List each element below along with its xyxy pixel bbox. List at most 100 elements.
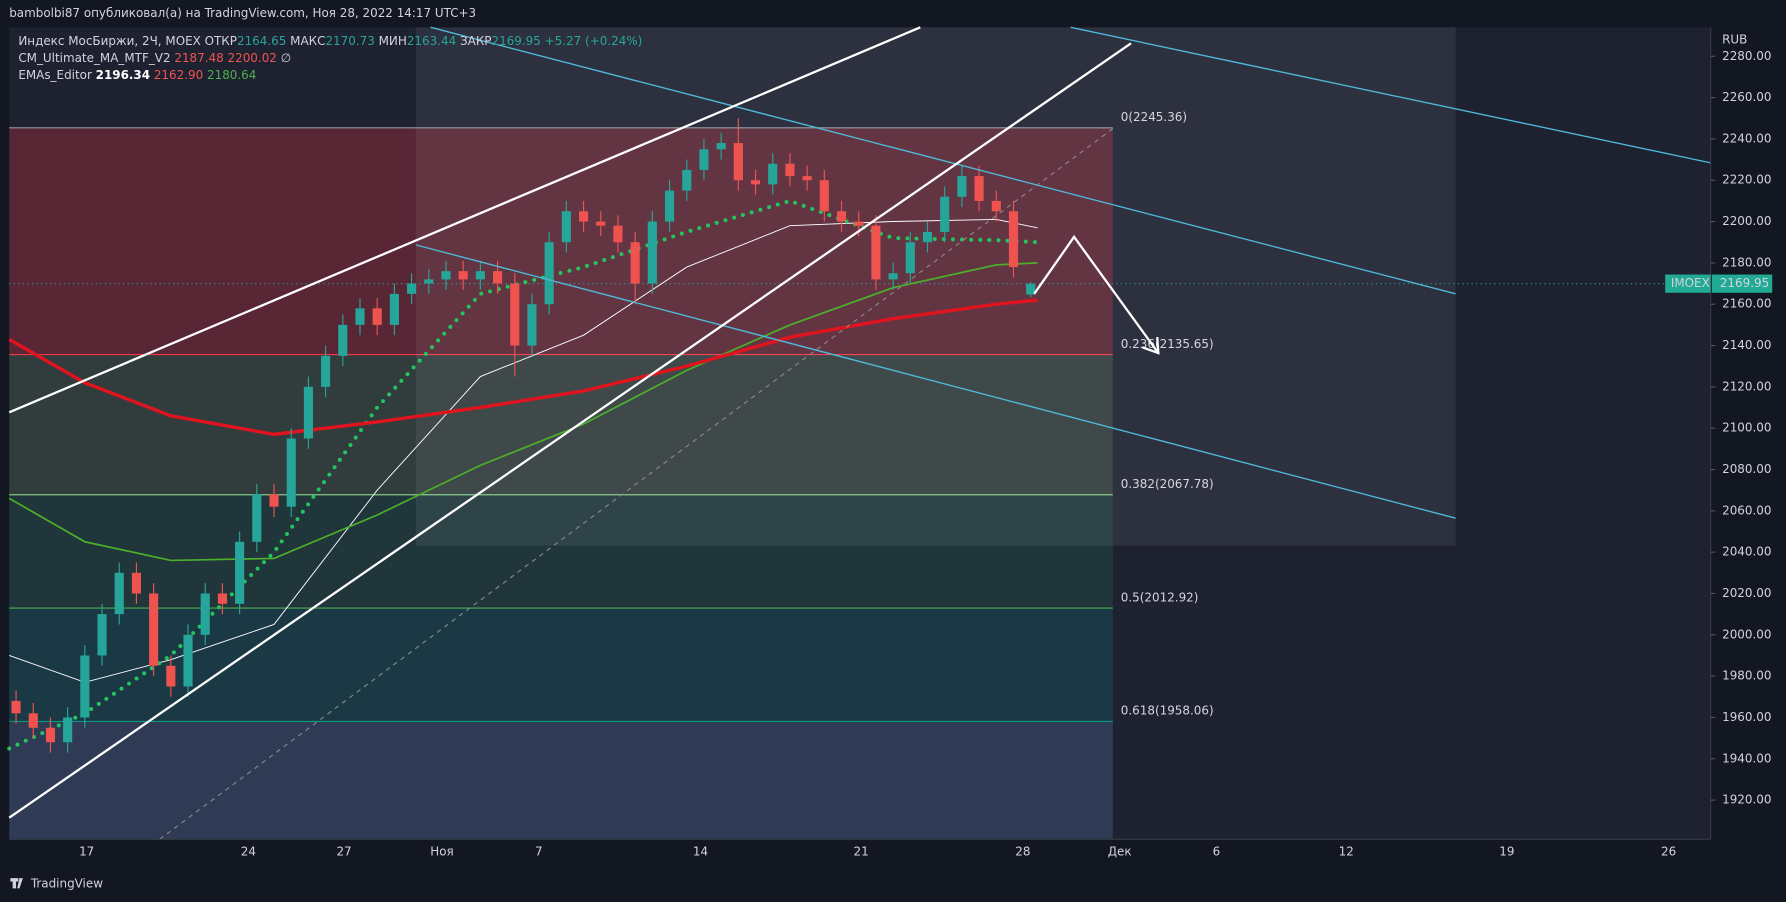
y-tick-label: 1980.00 <box>1722 669 1771 683</box>
x-tick-label: 28 <box>1015 844 1030 858</box>
candle-body <box>664 190 675 222</box>
fib-band <box>9 494 1113 609</box>
fib-band <box>9 721 1113 840</box>
fib-label: 0(2245.36) <box>1121 110 1187 124</box>
ohlc-value: 2164.65 <box>237 34 286 48</box>
candle-body <box>475 271 485 280</box>
candle-body <box>527 304 537 346</box>
candle-body <box>957 176 967 197</box>
x-tick-label: Ноя <box>430 844 453 858</box>
candle-body <box>493 271 503 284</box>
channel-line <box>1070 26 1711 164</box>
legend-main: Индекс МосБиржи, 2Ч, MOEX ОТКР2164.65 МА… <box>18 34 642 48</box>
candle-body <box>630 242 640 284</box>
candle-body <box>802 176 812 181</box>
candle-body <box>647 221 657 284</box>
indicator-value: ∅ <box>281 51 291 65</box>
channel-box <box>415 27 1456 546</box>
y-tick-label: 2260.00 <box>1722 90 1771 104</box>
candle-body <box>28 713 38 728</box>
candle-body <box>166 665 176 687</box>
candle-body <box>819 180 829 212</box>
y-tick-label: 2100.00 <box>1722 421 1771 435</box>
y-tick-label: 2120.00 <box>1722 379 1771 393</box>
candle-body <box>235 541 245 604</box>
candle-body <box>97 614 107 656</box>
fib-band <box>9 608 1113 722</box>
x-tick-label: 14 <box>693 844 708 858</box>
candle-body <box>269 494 279 507</box>
candle-body <box>905 242 915 274</box>
candle-body <box>836 211 847 222</box>
fib-label: 0.382(2067.78) <box>1121 477 1214 491</box>
candle-body <box>613 225 623 243</box>
y-tick-label: 2080.00 <box>1722 462 1771 476</box>
legend-indicator: EMAs_Editor 2196.34 2162.90 2180.64 <box>18 68 256 82</box>
indicator-value: 2196.34 <box>96 68 150 82</box>
candle-body <box>561 211 571 243</box>
candle-body <box>750 180 761 185</box>
candle-body <box>114 572 124 615</box>
x-tick-label: 24 <box>241 844 256 858</box>
candle-body <box>596 221 606 226</box>
candle-body <box>321 355 331 387</box>
x-tick-label: 21 <box>854 844 869 858</box>
x-tick-label: 17 <box>79 844 94 858</box>
x-tick-label: 6 <box>1213 844 1221 858</box>
candle-body <box>131 572 141 594</box>
moving-average <box>8 262 1038 562</box>
candle-body <box>579 211 589 222</box>
y-tick-label: 2040.00 <box>1722 545 1771 559</box>
moving-average <box>8 298 1038 437</box>
symbol: Индекс МосБиржи, 2Ч, MOEX <box>18 34 200 48</box>
candle-body <box>922 231 933 243</box>
ohlc-label: ОТКР <box>205 34 237 48</box>
y-tick-label: 2180.00 <box>1722 255 1771 269</box>
candle-body <box>338 324 348 356</box>
price-tag-bg <box>1711 274 1773 293</box>
candle-body <box>510 283 520 346</box>
candle-body <box>888 273 898 280</box>
trend-line <box>8 26 921 414</box>
x-tick-label: 12 <box>1339 844 1354 858</box>
candle-body <box>733 143 743 181</box>
time-axis <box>0 839 1786 866</box>
candle-body <box>286 438 296 507</box>
candle-body <box>11 700 21 714</box>
forecast-arrow <box>1033 234 1160 354</box>
ohlc-label: МАКС <box>290 34 325 48</box>
y-tick-label: 2140.00 <box>1722 338 1771 352</box>
indicator-value: 2162.90 <box>154 68 203 82</box>
candle-body <box>785 163 795 177</box>
fib-label: 0.5(2012.92) <box>1121 590 1199 604</box>
candle-body <box>441 271 451 280</box>
candle-body <box>871 225 881 280</box>
candle-body <box>699 149 709 170</box>
price-axis <box>1710 27 1786 840</box>
candle-body <box>217 593 227 604</box>
candle-body <box>682 169 692 191</box>
candle-body <box>458 271 468 280</box>
y-tick-label: 2020.00 <box>1722 586 1771 600</box>
fib-label: 0.618(1958.06) <box>1121 704 1214 718</box>
indicator-value: 2187.48 <box>174 51 223 65</box>
candle-body <box>854 221 864 226</box>
y-tick-label: 1920.00 <box>1722 793 1771 807</box>
x-tick-label: 7 <box>535 844 543 858</box>
candle-body <box>407 283 417 294</box>
y-tick-label: 2240.00 <box>1722 131 1771 145</box>
symbol-tag: IMOEX <box>1671 276 1710 290</box>
candle-body <box>389 293 399 325</box>
legend-indicator: CM_Ultimate_MA_MTF_V2 2187.48 2200.02 ∅ <box>18 51 291 65</box>
candle-body <box>149 593 159 666</box>
price-tag: 2169.95 <box>1720 276 1769 290</box>
candle-body <box>252 494 262 542</box>
y-tick-label: 1960.00 <box>1722 710 1771 724</box>
y-tick-label: 2060.00 <box>1722 503 1771 517</box>
trend-line <box>8 42 1132 819</box>
candle-body <box>80 655 90 718</box>
y-tick-label: 1940.00 <box>1722 751 1771 765</box>
indicator-name: CM_Ultimate_MA_MTF_V2 <box>18 51 170 65</box>
brand: TradingView <box>30 876 103 890</box>
